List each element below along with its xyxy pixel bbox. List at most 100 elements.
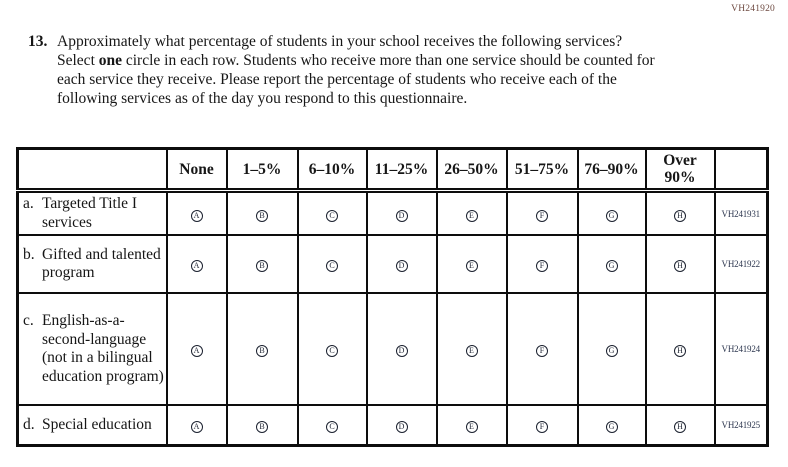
row-label: Gifted and talented program [42, 245, 161, 282]
option-cell: E [435, 189, 508, 236]
answer-bubble-g[interactable]: G [605, 420, 618, 433]
answer-bubble-e[interactable]: E [465, 209, 478, 222]
row-reference-code: VH241924 [713, 292, 769, 406]
answer-bubble-a[interactable]: A [190, 209, 203, 222]
question-text-segment: Approximately what percentage of student… [57, 33, 623, 69]
header-empty [16, 147, 168, 193]
option-cell: C [296, 189, 368, 236]
answer-bubble-g[interactable]: G [605, 260, 618, 272]
answer-bubble-f[interactable]: F [536, 209, 548, 222]
answer-bubble-g[interactable]: G [605, 209, 618, 222]
answer-bubble-a[interactable]: A [190, 345, 203, 357]
answer-bubble-g[interactable]: G [605, 345, 618, 357]
option-cell: C [296, 292, 368, 406]
row-letter: c. [23, 312, 34, 329]
page-reference-code: VH241920 [731, 4, 775, 14]
answer-bubble-b[interactable]: B [256, 209, 268, 222]
answer-bubble-b[interactable]: B [256, 260, 268, 272]
option-cell: A [165, 189, 228, 236]
row-label: English-as-a-second-language (not in a b… [42, 312, 164, 385]
option-cell: A [165, 292, 228, 406]
table-row-d: d. Special education A B C D E F G H VH2… [16, 404, 769, 446]
row-letter: a. [23, 195, 34, 212]
row-label: Special education [42, 415, 152, 433]
option-cell: D [365, 189, 438, 236]
question-text-segment: circle in each row. Students who receive… [57, 52, 655, 107]
option-cell: F [505, 292, 579, 406]
option-cell: B [225, 189, 299, 236]
answer-bubble-b[interactable]: B [256, 345, 268, 357]
row-reference-code: VH241922 [713, 234, 769, 294]
answer-bubble-e[interactable]: E [465, 260, 478, 272]
option-cell: B [225, 292, 299, 406]
question-text: Approximately what percentage of student… [57, 32, 663, 108]
answer-bubble-c[interactable]: C [326, 209, 338, 222]
header-over-90: Over 90% [644, 147, 716, 193]
header-76-90: 76–90% [576, 147, 647, 193]
response-grid: None 1–5% 6–10% 11–25% 26–50% 51–75% 76–… [16, 147, 769, 447]
option-cell: C [296, 234, 368, 294]
option-cell: D [365, 292, 438, 406]
answer-bubble-c[interactable]: C [326, 260, 338, 272]
answer-bubble-h[interactable]: H [674, 260, 686, 272]
row-label-cell: b. Gifted and talented program [16, 234, 168, 294]
option-cell: H [644, 292, 716, 406]
question-text-bold-segment: one [98, 52, 122, 69]
option-cell: G [576, 234, 647, 294]
row-letter: b. [23, 245, 35, 263]
answer-bubble-a[interactable]: A [190, 420, 203, 433]
question-number: 13. [28, 33, 48, 50]
row-reference-code: VH241925 [713, 404, 769, 446]
row-label-cell: d. Special education [16, 404, 168, 446]
answer-bubble-f[interactable]: F [536, 260, 548, 272]
answer-bubble-h[interactable]: H [674, 420, 686, 433]
option-cell: H [644, 189, 716, 236]
answer-bubble-e[interactable]: E [465, 345, 478, 357]
option-cell: D [365, 234, 438, 294]
option-cell: H [644, 404, 716, 446]
table-row-b: b. Gifted and talented program A B C D E… [16, 234, 769, 294]
answer-bubble-f[interactable]: F [536, 420, 548, 433]
answer-bubble-e[interactable]: E [465, 420, 478, 433]
option-cell: B [225, 404, 299, 446]
table-row-c: c. English-as-a-second-language (not in … [16, 292, 769, 406]
option-cell: E [435, 292, 508, 406]
row-label: Targeted Title I services [42, 195, 138, 231]
answer-bubble-d[interactable]: D [395, 260, 408, 272]
header-26-50: 26–50% [435, 147, 508, 193]
answer-bubble-f[interactable]: F [536, 345, 548, 357]
header-6-10: 6–10% [296, 147, 368, 193]
header-code-column [713, 147, 769, 193]
option-cell: F [505, 189, 579, 236]
row-label-cell: a. Targeted Title I services [16, 189, 168, 236]
answer-bubble-a[interactable]: A [190, 260, 203, 272]
option-cell: E [435, 404, 508, 446]
answer-bubble-d[interactable]: D [395, 209, 408, 222]
option-cell: A [165, 234, 228, 294]
answer-bubble-d[interactable]: D [395, 345, 408, 357]
option-cell: G [576, 404, 647, 446]
answer-bubble-h[interactable]: H [674, 209, 686, 222]
header-row: None 1–5% 6–10% 11–25% 26–50% 51–75% 76–… [16, 147, 769, 193]
row-reference-code: VH241931 [713, 189, 769, 236]
option-cell: A [165, 404, 228, 446]
option-cell: E [435, 234, 508, 294]
answer-bubble-c[interactable]: C [326, 345, 338, 357]
option-cell: F [505, 404, 579, 446]
option-cell: G [576, 292, 647, 406]
question-block: 13. Approximately what percentage of stu… [28, 32, 668, 108]
answer-bubble-h[interactable]: H [674, 345, 686, 357]
header-11-25: 11–25% [365, 147, 438, 193]
table-row-a: a. Targeted Title I services A B C D E F… [16, 189, 769, 236]
answer-bubble-d[interactable]: D [395, 420, 408, 433]
option-cell: D [365, 404, 438, 446]
row-label-cell: c. English-as-a-second-language (not in … [16, 292, 168, 406]
header-1-5: 1–5% [225, 147, 299, 193]
header-none: None [165, 147, 228, 193]
option-cell: G [576, 189, 647, 236]
option-cell: F [505, 234, 579, 294]
header-51-75: 51–75% [505, 147, 579, 193]
answer-bubble-b[interactable]: B [256, 420, 268, 433]
option-cell: C [296, 404, 368, 446]
answer-bubble-c[interactable]: C [326, 420, 338, 433]
